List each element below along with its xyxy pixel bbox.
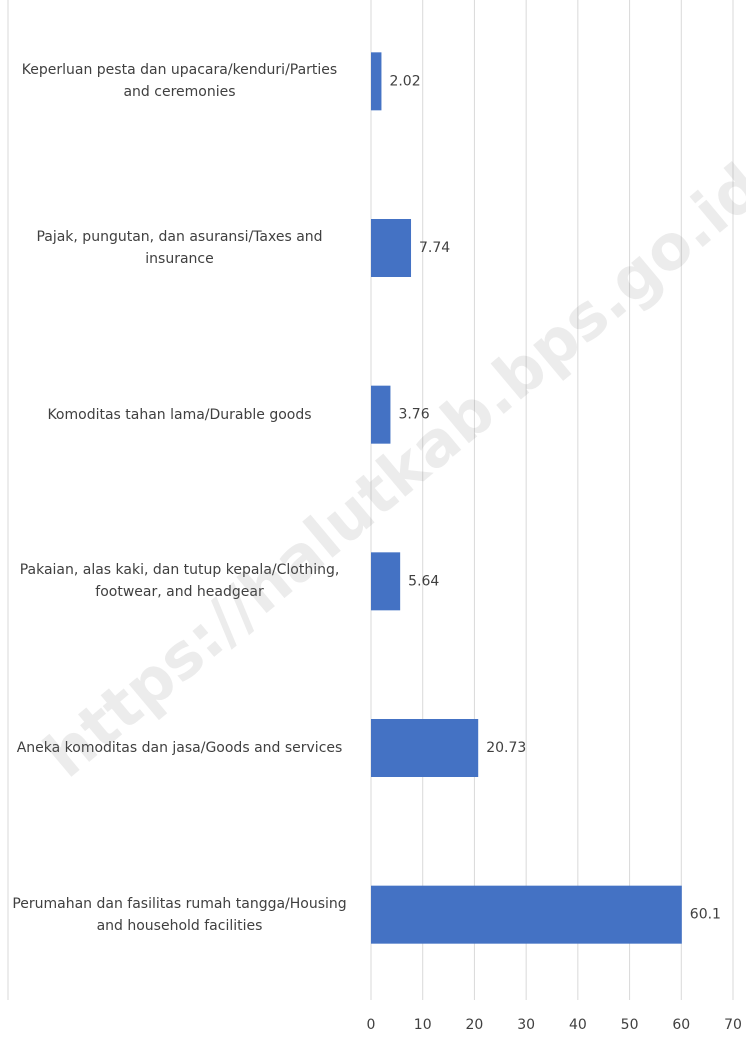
- category-label: Keperluan pesta dan upacara/kenduri/Part…: [21, 62, 338, 101]
- x-tick-label: 70: [724, 1017, 742, 1033]
- x-tick-label: 20: [466, 1017, 484, 1033]
- category-label: Perumahan dan fasilitas rumah tangga/Hou…: [12, 895, 347, 934]
- x-tick-label: 30: [517, 1017, 535, 1033]
- data-label: 5.64: [408, 573, 439, 589]
- category-label: Pakaian, alas kaki, dan tutup kepala/Clo…: [19, 562, 340, 601]
- data-label: 7.74: [419, 240, 450, 256]
- x-tick-label: 0: [367, 1017, 376, 1033]
- bar: [371, 219, 412, 277]
- category-label: Komoditas tahan lama/Durable goods: [47, 406, 312, 423]
- category-label: Aneka komoditas dan jasa/Goods and servi…: [16, 740, 343, 756]
- x-tick-label: 50: [621, 1017, 639, 1033]
- data-label: 2.02: [389, 73, 420, 89]
- data-label: 20.73: [486, 740, 526, 756]
- bar: [371, 885, 682, 944]
- x-tick-label: 10: [414, 1017, 432, 1033]
- bar: [371, 52, 382, 111]
- x-tick-label: 60: [672, 1017, 690, 1033]
- bar: [371, 719, 479, 777]
- bar: [371, 385, 391, 444]
- category-label: Pajak, pungutan, dan asuransi/Taxes and …: [36, 229, 323, 267]
- data-label: 60.1: [690, 907, 721, 923]
- bar: [371, 552, 401, 611]
- data-label: 3.76: [398, 407, 429, 423]
- x-tick-label: 40: [569, 1017, 587, 1033]
